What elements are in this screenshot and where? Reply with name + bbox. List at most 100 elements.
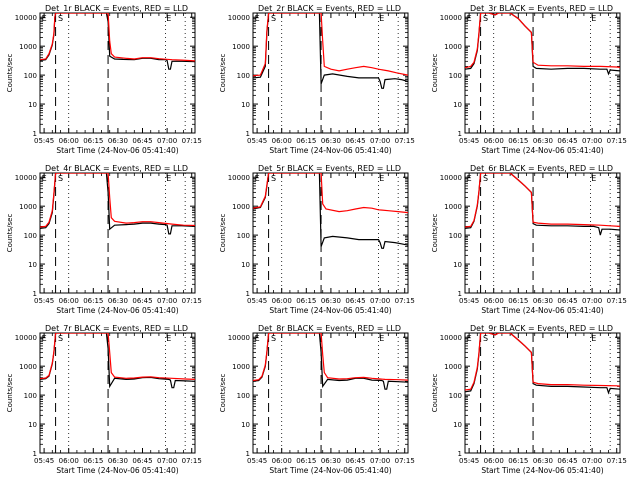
state-symbol: E [591,14,596,23]
y-tick-label: 10000 [440,334,462,342]
y-tick-label: 1 [33,290,37,298]
state-symbol: E [379,334,384,343]
y-tick-label: 1000 [444,43,462,51]
state-symbol: E [255,334,260,343]
x-tick-label: 05:45 [459,297,479,305]
y-axis-label: Counts/sec [6,54,14,93]
x-tick-label: 06:45 [132,297,152,305]
series-group [253,13,408,89]
plot-frame [252,332,409,454]
series-group [465,333,620,395]
y-tick-label: 10000 [15,174,37,182]
state-symbol: S [483,334,488,343]
x-tick-label: 06:00 [272,137,292,145]
lld-line [40,173,195,228]
state-symbol: E [42,14,47,23]
panel-8: 1 10 100 1000 10000 05:45 06:00 06:15 06:30 06:45… [219,324,415,475]
events-line [40,13,195,70]
events-line [465,173,620,236]
y-axis-label: Counts/sec [431,374,439,413]
panel-1: 1 10 100 1000 10000 05:45 06:00 06:15 06:30 06:45… [6,4,202,155]
events-line [40,333,195,389]
x-tick-label: 06:45 [345,297,365,305]
plot-frame [252,12,409,134]
events-line [253,13,408,89]
lld-line [253,333,408,382]
plot-frame [252,172,409,294]
state-symbol: E [166,334,171,343]
y-tick-label: 100 [237,72,250,80]
events-line [40,173,195,235]
plot-frame [39,172,196,294]
x-tick-label: 06:00 [484,297,504,305]
x-tick-label: 05:45 [247,297,267,305]
lld-line [40,333,195,380]
y-axis-label: Counts/sec [219,54,227,93]
y-tick-label: 10000 [228,334,250,342]
x-tick-label: 06:30 [108,297,128,305]
x-tick-label: 06:00 [272,457,292,465]
x-tick-label: 06:00 [59,457,79,465]
y-tick-label: 1 [33,450,37,458]
x-tick-label: 06:30 [533,297,553,305]
x-tick-label: 05:45 [247,457,267,465]
x-tick-label: 06:15 [83,297,103,305]
state-symbol: S [58,174,63,183]
y-tick-label: 100 [24,232,37,240]
y-tick-label: 10 [241,101,250,109]
state-symbol: S [58,334,63,343]
x-tick-label: 06:45 [345,457,365,465]
x-tick-label: 06:45 [345,137,365,145]
y-tick-label: 1000 [444,203,462,211]
x-tick-label: 06:30 [533,457,553,465]
panel-7: 1 10 100 1000 10000 05:45 06:00 06:15 06:30 06:45… [6,324,202,475]
x-axis-label: Start Time (24-Nov-06 05:41:40) [481,466,603,475]
panel-3: 1 10 100 1000 10000 05:45 06:00 06:15 06:30 06:45… [431,4,627,155]
y-tick-label: 1 [458,130,462,138]
panel-5: 1 10 100 1000 10000 05:45 06:00 06:15 06:30 06:45… [219,164,415,315]
panel-title: Det_2r BLACK = Events, RED = LLD [258,4,401,13]
x-tick-label: 06:00 [484,457,504,465]
state-symbol: S [271,174,276,183]
y-tick-label: 10000 [228,174,250,182]
y-tick-label: 10 [28,261,37,269]
lld-line [253,13,408,77]
panel-title: Det_1r BLACK = Events, RED = LLD [45,4,188,13]
x-tick-label: 07:15 [607,297,627,305]
y-tick-label: 100 [237,232,250,240]
x-axis-label: Start Time (24-Nov-06 05:41:40) [481,146,603,155]
y-tick-label: 1 [246,450,250,458]
x-tick-label: 07:15 [395,137,415,145]
y-tick-label: 100 [449,72,462,80]
state-symbol: E [42,174,47,183]
panel-title: Det_4r BLACK = Events, RED = LLD [45,164,188,173]
y-tick-label: 10000 [15,14,37,22]
y-tick-label: 1 [458,450,462,458]
x-tick-label: 06:30 [108,457,128,465]
x-tick-label: 05:45 [34,137,54,145]
x-axis-label: Start Time (24-Nov-06 05:41:40) [481,306,603,315]
series-group [253,333,408,390]
panel-title: Det_9r BLACK = Events, RED = LLD [470,324,613,333]
state-symbol: E [255,174,260,183]
panel-title: Det_7r BLACK = Events, RED = LLD [45,324,188,333]
x-tick-label: 06:00 [59,297,79,305]
series-group [40,333,195,389]
y-tick-label: 1 [458,290,462,298]
y-tick-label: 10 [453,101,462,109]
state-symbol: E [467,174,472,183]
y-tick-label: 1000 [19,43,37,51]
x-tick-label: 06:15 [296,137,316,145]
x-tick-label: 06:00 [484,137,504,145]
y-axis-label: Counts/sec [219,214,227,253]
y-axis-label: Counts/sec [431,214,439,253]
plot-frame [39,12,196,134]
y-tick-label: 10 [453,261,462,269]
x-tick-label: 06:30 [533,137,553,145]
y-tick-label: 10000 [15,334,37,342]
plot-frame [464,172,621,294]
state-symbol: E [467,14,472,23]
panel-6: 1 10 100 1000 10000 05:45 06:00 06:15 06:30 06:45… [431,164,627,315]
x-tick-label: 07:15 [395,297,415,305]
x-tick-label: 06:30 [108,137,128,145]
